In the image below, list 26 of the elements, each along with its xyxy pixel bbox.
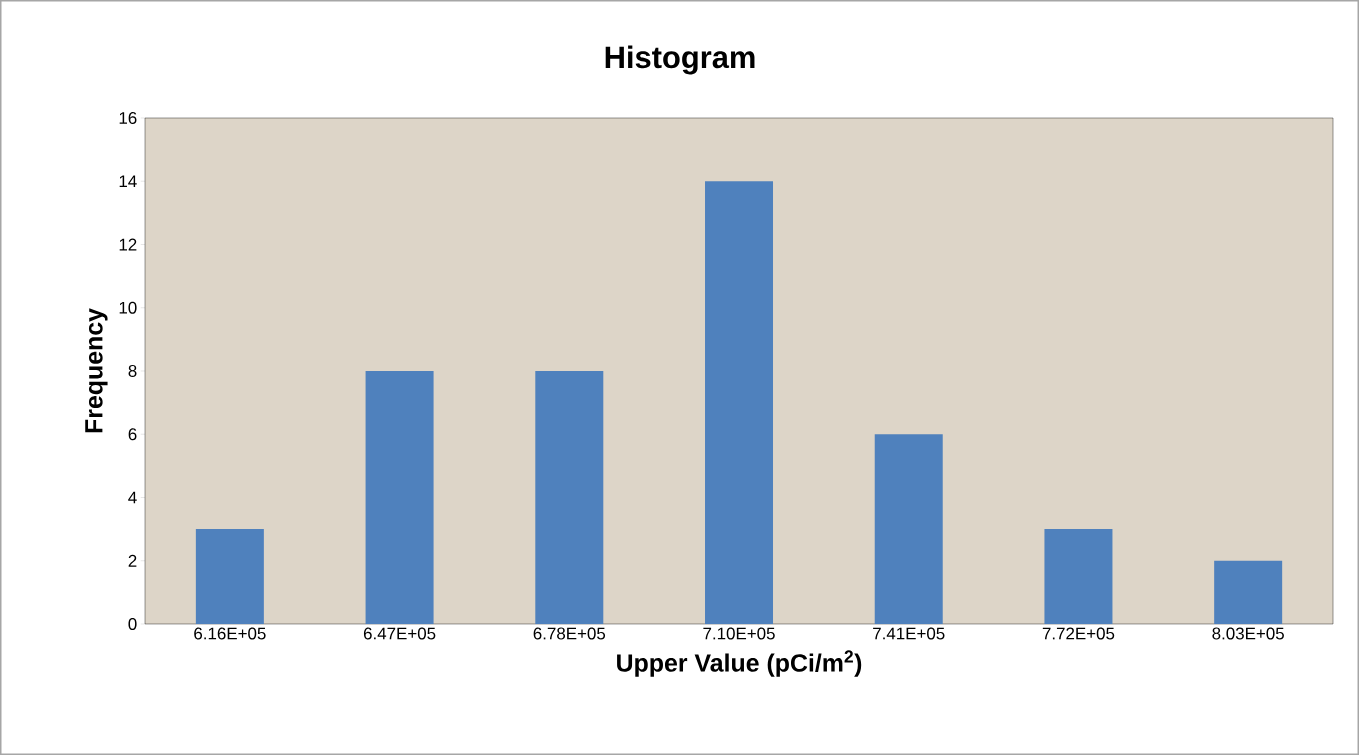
x-tick-label: 7.72E+05: [1042, 627, 1115, 640]
y-tick-label: 14: [119, 175, 137, 188]
bar: [365, 370, 434, 624]
y-tick-label: 8: [128, 364, 137, 377]
bar: [195, 529, 264, 624]
x-tick-label: 7.41E+05: [873, 627, 945, 640]
x-axis-title: Upper Value (pCi/m$^{2}$): [617, 650, 862, 677]
y-axis-title: Frequency: [85, 308, 108, 433]
x-tick-label: 6.78E+05: [533, 627, 606, 640]
y-tick-label: 16: [119, 111, 137, 124]
chart-title: Histogram: [605, 45, 755, 75]
y-tick-label: 0: [128, 618, 137, 630]
bar: [535, 370, 604, 624]
y-tick-label: 4: [128, 491, 137, 504]
x-tick-label: 6.47E+05: [363, 627, 436, 640]
y-tick-label: 10: [119, 301, 137, 314]
bar: [1044, 529, 1113, 624]
y-tick-label: 12: [119, 238, 137, 251]
x-tick-label: 8.03E+05: [1212, 627, 1284, 640]
bar: [874, 434, 943, 624]
y-tick-label: 6: [128, 428, 137, 441]
bar: [705, 181, 774, 624]
x-tick-label: 7.10E+05: [703, 627, 775, 640]
x-tick-label: 6.16E+05: [194, 627, 266, 640]
y-tick-label: 2: [128, 554, 137, 567]
bar: [1214, 560, 1283, 624]
